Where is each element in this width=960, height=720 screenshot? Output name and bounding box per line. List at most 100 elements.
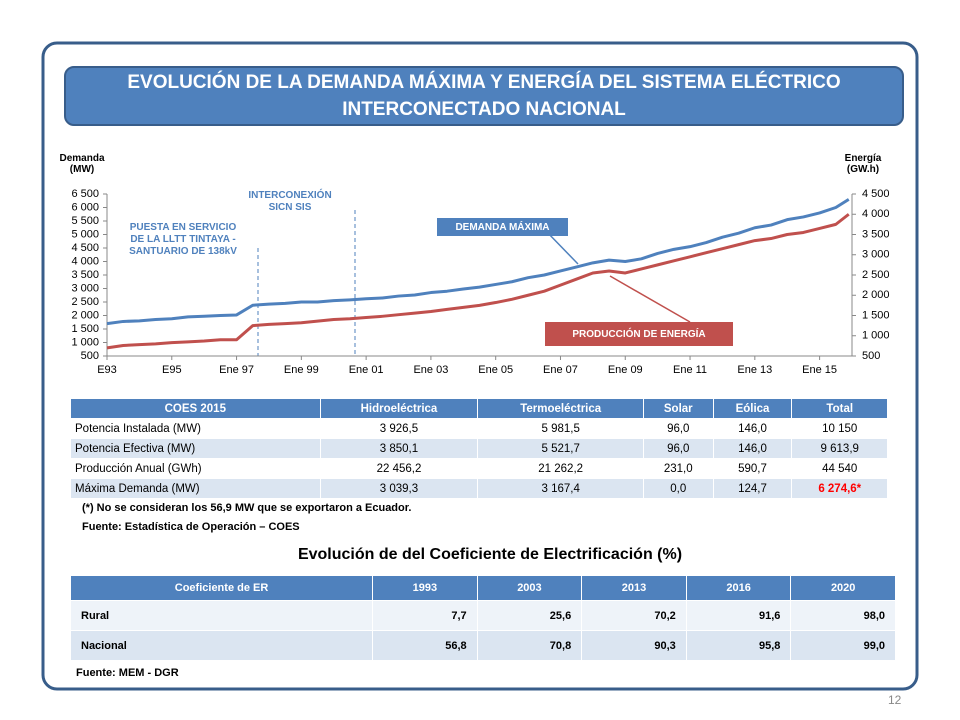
- table-cell: 0,0: [642, 478, 714, 499]
- table-cell: 56,8: [372, 630, 478, 661]
- table-cell: 9 613,9: [791, 438, 888, 459]
- x-tick-label: Ene 09: [608, 364, 643, 376]
- table-cell: 96,0: [642, 418, 714, 439]
- table-cell: Nacional: [69, 630, 374, 661]
- y-tick-label: 2 000: [71, 309, 99, 321]
- title: EVOLUCIÓN DE LA DEMANDA MÁXIMA Y ENERGÍA…: [127, 72, 841, 120]
- annotation: PUESTA EN SERVICIO DE LA LLTT TINTAYA - …: [129, 222, 237, 257]
- table-cell: 70,8: [476, 630, 583, 661]
- table-cell: Potencia Efectiva (MW): [70, 438, 321, 459]
- table-cell: 44 540: [791, 458, 888, 479]
- table-cell: 6 274,6*: [791, 478, 888, 499]
- table-cell: 95,8: [685, 630, 792, 661]
- y2-tick-label: 2 500: [862, 269, 890, 281]
- y-axis-label: Demanda (MW): [59, 153, 105, 175]
- header-cell: Hidroeléctrica: [319, 398, 479, 419]
- x-tick-label: Ene 13: [737, 364, 772, 376]
- pointer-arrow: [609, 275, 691, 323]
- table-cell: 25,6: [476, 600, 583, 631]
- annotation: INTERCONEXIÓN SICN SIS: [248, 190, 332, 213]
- table-cell: 99,0: [790, 630, 896, 661]
- y2-tick-label: 1 000: [862, 330, 890, 342]
- table-cell: 3 926,5: [319, 418, 479, 439]
- y2-tick-label: 1 500: [862, 309, 890, 321]
- header-cell: Total: [791, 398, 888, 419]
- table-cell: 7,7: [372, 600, 478, 631]
- header-cell: Coeficiente de ER: [69, 575, 374, 601]
- y-tick-label: 4 000: [71, 255, 99, 267]
- legend-label: DEMANDA MÁXIMA: [437, 218, 568, 236]
- header-row: Coeficiente de ER 1993 2003 2013 2016 2020: [69, 575, 896, 601]
- table-cell: 146,0: [712, 418, 793, 439]
- y2-tick-label: 4 000: [862, 208, 890, 220]
- note: (*) No se consideran los 56,9 MW que se …: [82, 502, 412, 514]
- x-tick-label: Ene 15: [802, 364, 837, 376]
- x-tick-label: Ene 97: [219, 364, 254, 376]
- y2-tick-label: 3 000: [862, 249, 890, 261]
- y-tick-label: 500: [81, 350, 99, 362]
- title-banner: EVOLUCIÓN DE LA DEMANDA MÁXIMA Y ENERGÍA…: [64, 66, 904, 126]
- table-row: Potencia Efectiva (MW) 3 850,1 5 521,7 96,0…: [70, 438, 888, 459]
- table: COES 2015 Hidroeléctrica Termoeléctrica Sol…: [70, 398, 888, 499]
- y2-tick-label: 500: [862, 350, 880, 362]
- x-tick-label: E93: [97, 364, 117, 376]
- table-cell: 98,0: [790, 600, 896, 631]
- page-number: 12: [888, 693, 902, 707]
- chart-area: [60, 150, 900, 382]
- table-cell: 231,0: [642, 458, 714, 479]
- table-cell: 3 039,3: [319, 478, 479, 499]
- table-cell: 70,2: [581, 600, 687, 631]
- y-tick-label: 1 000: [71, 336, 99, 348]
- subtitle: Evolución de del Coeficiente de Electrif…: [297, 546, 683, 563]
- header-cell: 2003: [476, 575, 583, 601]
- y-tick-label: 6 000: [71, 201, 99, 213]
- header-cell: Eólica: [712, 398, 793, 419]
- slide-frame: [41, 41, 919, 691]
- table-cell: 21 262,2: [477, 458, 644, 479]
- table-cell: 146,0: [712, 438, 793, 459]
- table-cell: 5 521,7: [477, 438, 644, 459]
- table-row: Rural 7,7 25,6 70,2 91,6 98,0: [69, 600, 896, 631]
- table-row: Máxima Demanda (MW) 3 039,3 3 167,4 0,0 124,…: [70, 478, 888, 499]
- y-tick-label: 2 500: [71, 296, 99, 308]
- table-cell: Producción Anual (GWh): [70, 458, 321, 479]
- table-cell: 124,7: [712, 478, 793, 499]
- x-tick-label: Ene 07: [543, 364, 578, 376]
- y-tick-label: 5 500: [71, 215, 99, 227]
- table-cell: 22 456,2: [319, 458, 479, 479]
- y-tick-label: 3 000: [71, 282, 99, 294]
- legend-label: PRODUCCIÓN DE ENERGÍA: [545, 322, 733, 346]
- table-cell: Máxima Demanda (MW): [70, 478, 321, 499]
- header-cell: Termoeléctrica: [477, 398, 644, 419]
- y-tick-label: 1 500: [71, 323, 99, 335]
- y-tick-label: 4 500: [71, 242, 99, 254]
- x-tick-label: Ene 01: [349, 364, 384, 376]
- x-tick-label: Ene 11: [673, 364, 707, 376]
- table-cell: 90,3: [581, 630, 687, 661]
- header-cell: 2020: [790, 575, 896, 601]
- table-row: Producción Anual (GWh) 22 456,2 21 262,2 23…: [70, 458, 888, 479]
- table-cell: Potencia Instalada (MW): [70, 418, 321, 439]
- y2-axis-label: Energía (GW.h): [844, 153, 882, 175]
- table-cell: Rural: [69, 600, 374, 631]
- table-cell: 10 150: [791, 418, 888, 439]
- y-tick-label: 5 000: [71, 228, 99, 240]
- table-cell: 91,6: [685, 600, 792, 631]
- y2-tick-label: 3 500: [862, 228, 890, 240]
- header-cell: 1993: [372, 575, 478, 601]
- x-tick-label: Ene 99: [284, 364, 319, 376]
- table-row: Potencia Instalada (MW) 3 926,5 5 981,5 96,…: [70, 418, 888, 439]
- y2-tick-label: 2 000: [862, 289, 890, 301]
- x-tick-label: Ene 03: [413, 364, 448, 376]
- source: Fuente: Estadística de Operación – COES: [82, 521, 300, 533]
- y-tick-label: 3 500: [71, 269, 99, 281]
- header-cell: Solar: [642, 398, 714, 419]
- x-tick-label: E95: [162, 364, 182, 376]
- table-cell: 3 167,4: [477, 478, 644, 499]
- header-cell: 2016: [685, 575, 792, 601]
- header-cell: 2013: [581, 575, 687, 601]
- table-cell: 590,7: [712, 458, 793, 479]
- series-line: [106, 198, 850, 326]
- y2-tick-label: 4 500: [862, 188, 890, 200]
